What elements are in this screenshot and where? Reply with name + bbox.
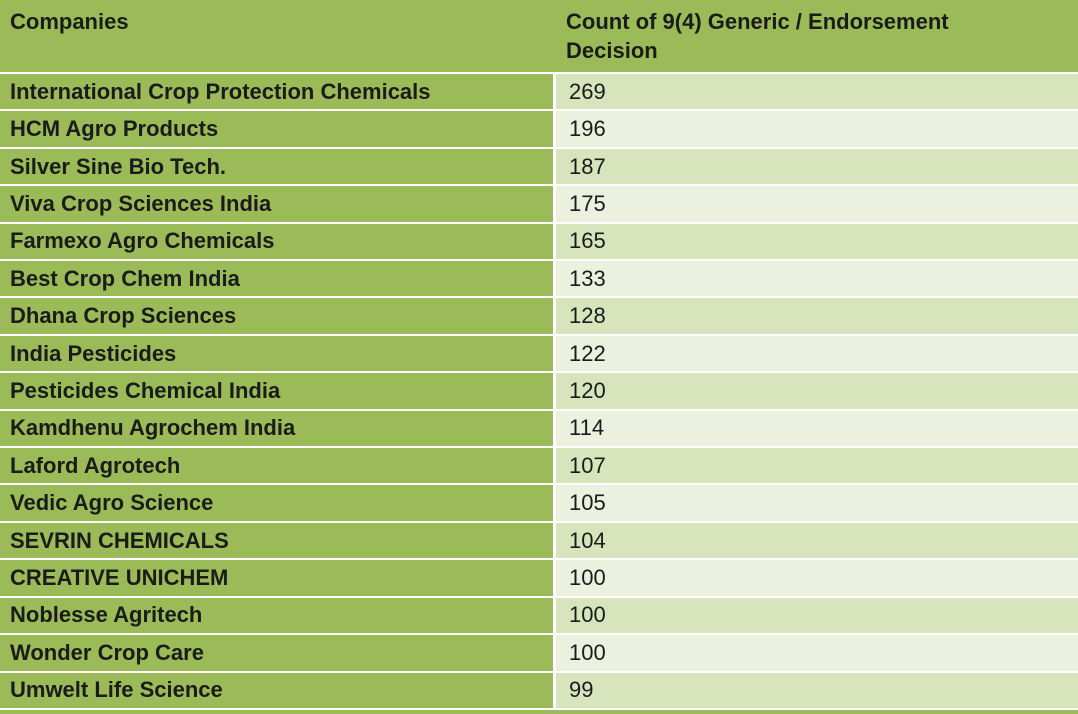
company-cell[interactable]: HCM Agro Products: [0, 111, 553, 147]
header-row: Companies Count of 9(4) Generic / Endors…: [0, 0, 1078, 74]
count-cell[interactable]: 100: [553, 560, 1078, 596]
table-row: Silver Sine Bio Tech. 187: [0, 148, 1078, 187]
table-row: Pesticides Chemical India 120: [0, 373, 1078, 411]
company-cell[interactable]: International Crop Protection Chemicals: [0, 74, 553, 110]
table-row: India Pesticides 122: [0, 335, 1078, 374]
count-cell[interactable]: 114: [553, 410, 1078, 447]
count-cell[interactable]: 107: [553, 448, 1078, 484]
company-cell[interactable]: Noblesse Agritech: [0, 597, 553, 634]
company-cell[interactable]: India Pesticides: [0, 335, 553, 372]
table-row: Vedic Agro Science 105: [0, 485, 1078, 523]
company-cell[interactable]: Umwelt Life Science: [0, 672, 553, 708]
table-row: HCM Agro Products 196: [0, 111, 1078, 149]
count-cell[interactable]: 128: [553, 298, 1078, 334]
table-row: Dhana Crop Sciences 128: [0, 298, 1078, 336]
table-body: International Crop Protection Chemicals 2…: [0, 74, 1078, 710]
count-cell[interactable]: 165: [553, 223, 1078, 260]
company-cell[interactable]: Pesticides Chemical India: [0, 373, 553, 409]
count-cell[interactable]: 187: [553, 148, 1078, 185]
table-row: SEVRIN CHEMICALS 104: [0, 522, 1078, 561]
company-cell[interactable]: Kamdhenu Agrochem India: [0, 410, 553, 447]
company-cell[interactable]: Wonder Crop Care: [0, 635, 553, 671]
table-row: Farmexo Agro Chemicals 165: [0, 223, 1078, 262]
header-companies[interactable]: Companies: [0, 0, 553, 72]
count-cell[interactable]: 175: [553, 186, 1078, 222]
table-row: International Crop Protection Chemicals 2…: [0, 74, 1078, 112]
table-row: Wonder Crop Care 100: [0, 635, 1078, 673]
count-cell[interactable]: 105: [553, 485, 1078, 521]
company-cell[interactable]: Best Crop Chem India: [0, 261, 553, 297]
company-cell[interactable]: Dhana Crop Sciences: [0, 298, 553, 334]
company-cell[interactable]: SEVRIN CHEMICALS: [0, 522, 553, 559]
company-cell[interactable]: Farmexo Agro Chemicals: [0, 223, 553, 260]
table-row: Laford Agrotech 107: [0, 448, 1078, 486]
table-row: Viva Crop Sciences India 175: [0, 186, 1078, 224]
count-cell[interactable]: 104: [553, 522, 1078, 559]
table-row: Best Crop Chem India 133: [0, 261, 1078, 299]
count-cell[interactable]: 99: [553, 672, 1078, 708]
table-row: Umwelt Life Science 99: [0, 672, 1078, 710]
company-cell[interactable]: Laford Agrotech: [0, 448, 553, 484]
table-row: Noblesse Agritech 100: [0, 597, 1078, 636]
count-cell[interactable]: 100: [553, 635, 1078, 671]
count-cell[interactable]: 196: [553, 111, 1078, 147]
count-cell[interactable]: 133: [553, 261, 1078, 297]
table-row: CREATIVE UNICHEM 100: [0, 560, 1078, 598]
count-cell[interactable]: 120: [553, 373, 1078, 409]
table-row: Kamdhenu Agrochem India 114: [0, 410, 1078, 449]
company-cell[interactable]: CREATIVE UNICHEM: [0, 560, 553, 596]
company-cell[interactable]: Vedic Agro Science: [0, 485, 553, 521]
count-cell[interactable]: 122: [553, 335, 1078, 372]
count-cell[interactable]: 100: [553, 597, 1078, 634]
table-bottom-border: [0, 710, 1078, 714]
company-cell[interactable]: Viva Crop Sciences India: [0, 186, 553, 222]
header-count[interactable]: Count of 9(4) Generic / Endorsement Deci…: [553, 0, 1078, 72]
company-cell[interactable]: Silver Sine Bio Tech.: [0, 148, 553, 185]
count-cell[interactable]: 269: [553, 74, 1078, 110]
